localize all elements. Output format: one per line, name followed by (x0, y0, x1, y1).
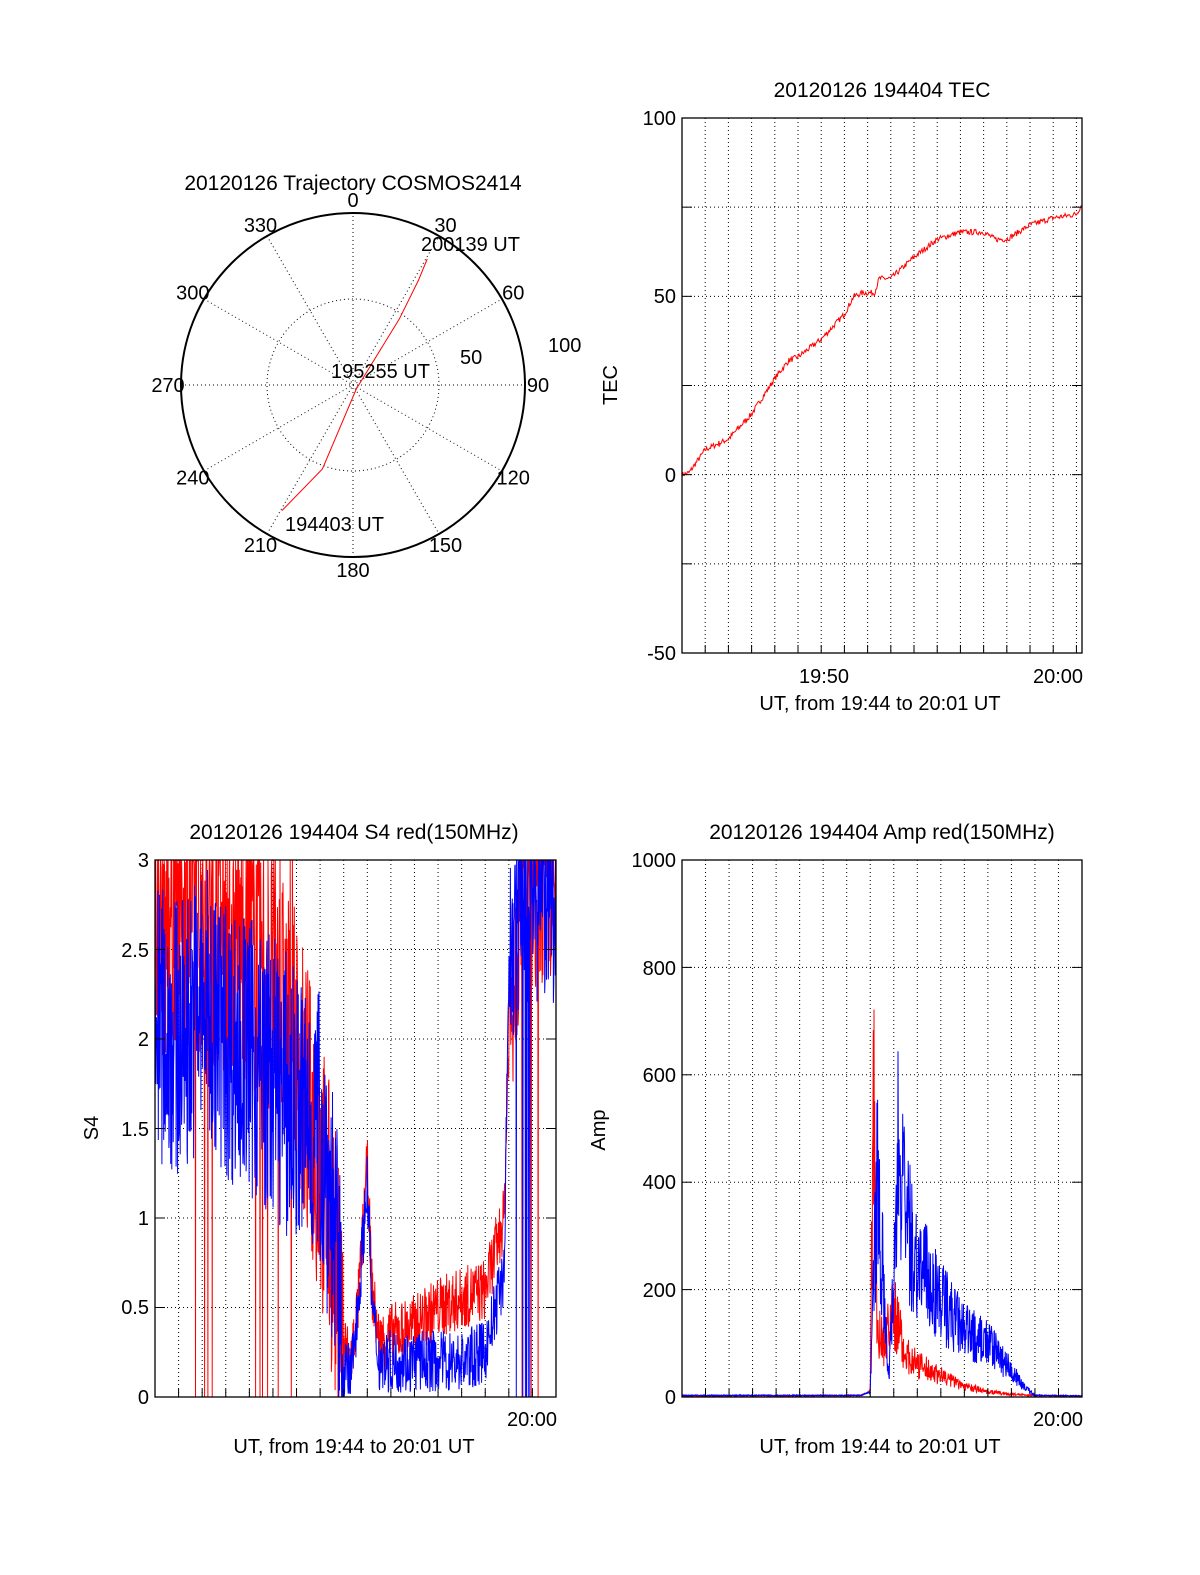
amp-x-axis-label: UT, from 19:44 to 20:01 UT (759, 1436, 1000, 1458)
amp-xtick-2000: 20:00 (1033, 1409, 1083, 1431)
s4-tick-marks (155, 859, 556, 1398)
s4-title: 20120126 194404 S4 red(150MHz) (189, 821, 518, 844)
radius-label-50: 50 (460, 347, 482, 369)
polar-angle-label: 30 (434, 215, 456, 237)
mid-time-label: 195255 UT (331, 361, 430, 383)
amp-tick-marks (682, 859, 1082, 1398)
tec-ytick-0: 0 (665, 465, 676, 487)
tec-panel: 20120126 194404 TEC 100 50 0 -50 19:50 2… (600, 79, 1083, 715)
polar-angle-label: 120 (497, 468, 530, 490)
s4-series-group (154, 859, 557, 1398)
tec-ytick-neg50: -50 (647, 643, 676, 665)
start-time-label: 194403 UT (285, 514, 384, 536)
polar-angle-label: 150 (429, 535, 462, 557)
amp-plot-frame (681, 859, 1083, 1398)
amp-title: 20120126 194404 Amp red(150MHz) (709, 821, 1055, 844)
polar-spoke (266, 235, 440, 535)
tec-y-axis-label: TEC (600, 365, 622, 405)
polar-angle-labels: 0 30 60 90 120 150 180 210 240 270 300 330 (151, 190, 549, 582)
amp-ytick-400: 400 (643, 1172, 676, 1194)
tec-ytick-50: 50 (654, 286, 676, 308)
polar-angle-label: 90 (527, 375, 549, 397)
s4-x-axis-label: UT, from 19:44 to 20:01 UT (233, 1436, 474, 1458)
red-series-line (681, 1009, 1083, 1398)
tec-xtick-1950: 19:50 (799, 666, 849, 688)
s4-ytick-1: 1 (138, 1208, 149, 1230)
trajectory-panel: 20120126 Trajectory COSMOS2414 0 30 60 90 12… (151, 172, 581, 582)
amp-ytick-0: 0 (665, 1387, 676, 1409)
s4-xtick-2000: 20:00 (507, 1409, 557, 1431)
tec-series-line (681, 205, 1083, 478)
amp-ytick-800: 800 (643, 958, 676, 980)
amp-ytick-600: 600 (643, 1065, 676, 1087)
polar-angle-label: 300 (176, 283, 209, 305)
polar-angle-label: 240 (176, 468, 209, 490)
s4-panel: 20120126 194404 S4 red(150MHz) 3 2.5 2 1… (81, 821, 557, 1458)
tec-title: 20120126 194404 TEC (774, 79, 991, 102)
polar-grid (181, 213, 525, 557)
tec-ytick-100: 100 (643, 108, 676, 130)
amp-ytick-1000: 1000 (632, 850, 677, 872)
s4-y-axis-label: S4 (81, 1116, 103, 1140)
polar-angle-label: 330 (244, 215, 277, 237)
blue-series-line (681, 1051, 1083, 1398)
s4-ytick-0-5: 0.5 (121, 1297, 149, 1319)
s4-ytick-0: 0 (138, 1387, 149, 1409)
s4-ytick-2-5: 2.5 (121, 940, 149, 962)
trajectory-curve (281, 258, 428, 512)
tec-x-axis-label: UT, from 19:44 to 20:01 UT (759, 693, 1000, 715)
amp-ytick-200: 200 (643, 1280, 676, 1302)
amp-series-group (681, 1009, 1083, 1398)
amp-gridlines (682, 859, 1082, 1398)
tec-gridlines (682, 117, 1082, 654)
amp-panel: 20120126 194404 Amp red(150MHz) 1000 800… (588, 821, 1083, 1458)
polar-inner-circle (266, 298, 440, 472)
polar-outer-circle (180, 212, 526, 558)
end-time-label: 200139 UT (421, 234, 520, 256)
polar-angle-label: 60 (502, 283, 524, 305)
polar-angle-label: 180 (336, 560, 369, 582)
polar-angle-label: 270 (151, 375, 184, 397)
tec-xtick-2000: 20:00 (1033, 666, 1083, 688)
trajectory-title: 20120126 Trajectory COSMOS2414 (184, 172, 522, 195)
s4-ytick-1-5: 1.5 (121, 1119, 149, 1141)
s4-ytick-3: 3 (138, 850, 149, 872)
blue-series-line (154, 859, 557, 1398)
s4-ytick-2: 2 (138, 1029, 149, 1051)
polar-angle-label: 210 (244, 535, 277, 557)
polar-angle-label: 0 (347, 190, 358, 212)
amp-y-axis-label: Amp (588, 1109, 610, 1150)
radius-label-100: 100 (548, 335, 581, 357)
tec-tick-marks (682, 117, 1082, 654)
